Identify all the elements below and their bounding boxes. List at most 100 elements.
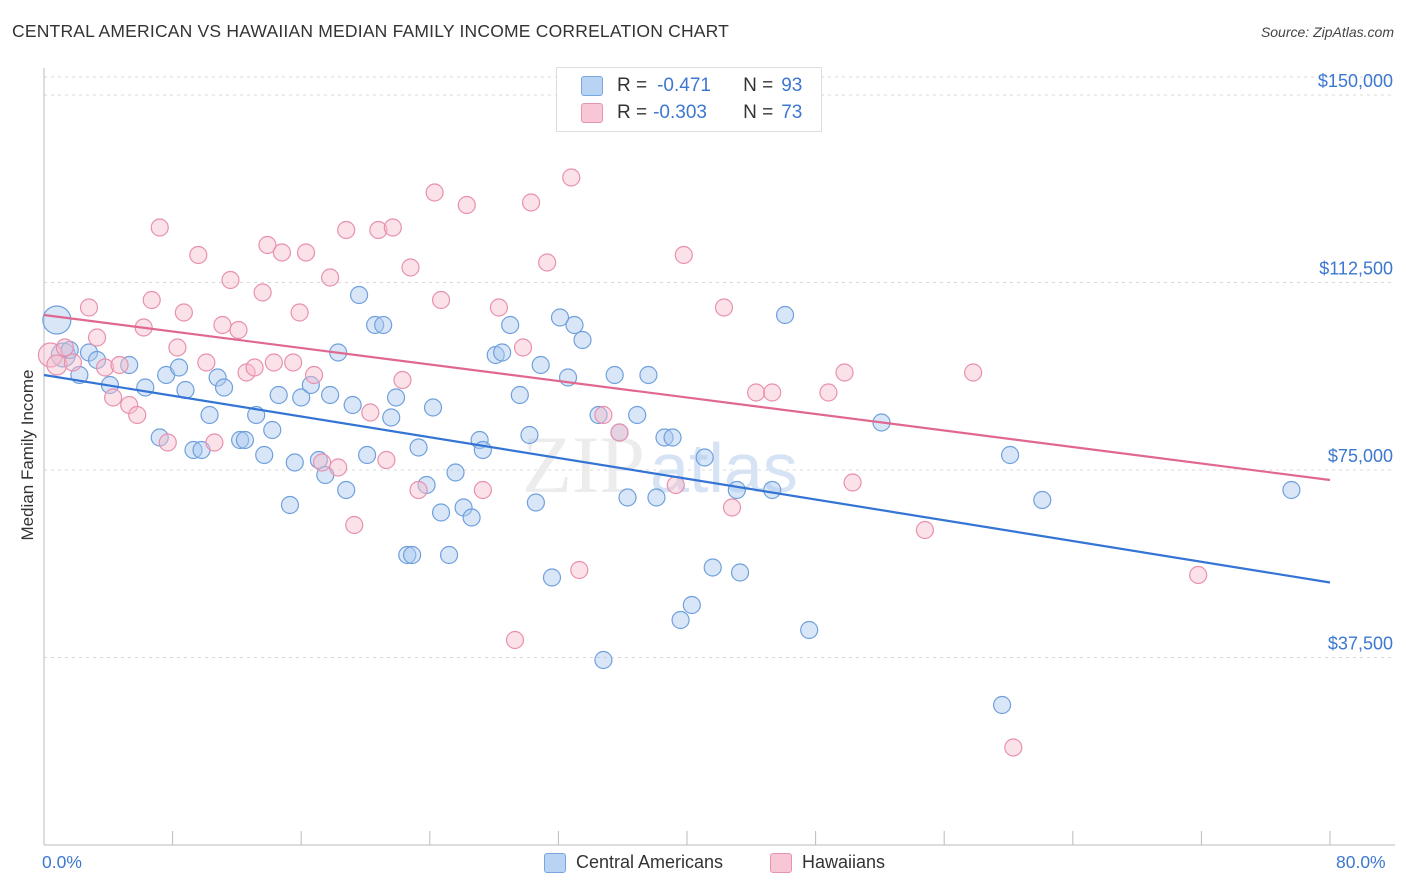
central-americans-point [501, 315, 520, 335]
n-value: 73 [781, 102, 803, 123]
hawaiians-point [258, 235, 277, 255]
hawaiians-point [345, 515, 364, 535]
hawaiians-point [964, 363, 983, 382]
y-tick-label: $150,000 [1318, 71, 1393, 91]
hawaiians-point [46, 354, 68, 376]
hawaiians-point [321, 268, 340, 287]
blue-swatch [581, 76, 603, 96]
hawaiians-point [1004, 738, 1023, 757]
legend-label: Hawaiians [802, 852, 886, 872]
hawaiians-point [337, 220, 356, 240]
central-americans-point [374, 315, 393, 335]
central-americans-point [439, 545, 459, 565]
central-americans-point [462, 508, 481, 527]
central-americans-point [663, 428, 682, 447]
r-value: -0.303 [653, 102, 707, 123]
hawaiians-point [521, 193, 541, 212]
hawaiians-point [674, 245, 693, 265]
hawaiians-point [142, 290, 161, 310]
hawaiians-point [835, 363, 854, 382]
y-tick-label: $112,500 [1319, 259, 1393, 279]
hawaiians-point [489, 298, 509, 317]
y-tick-labels: $37,500 $75,000 $112,500 $150,000 [1318, 71, 1393, 654]
central-americans-point [337, 480, 356, 500]
hawaiians-point [168, 338, 187, 357]
central-americans-point [431, 503, 451, 522]
y-axis-label: Median Family Income [18, 369, 37, 541]
central-americans-point [763, 480, 782, 500]
hawaiians-point [213, 315, 232, 335]
central-americans-point [285, 453, 304, 472]
central-americans-point [343, 395, 362, 415]
central-americans-point [280, 495, 300, 515]
hawaiians-point [197, 353, 216, 372]
stats-legend: R = -0.471 N = 93 R = -0.303 N = 73 [556, 67, 822, 132]
central-americans-point [639, 365, 658, 385]
trendlines [43, 313, 1331, 584]
hawaiians-point [915, 520, 935, 540]
hawaiians-point [425, 183, 444, 202]
central-americans-point [309, 450, 328, 470]
hawaiians-point [401, 258, 420, 277]
blue-swatch [544, 852, 566, 873]
watermark-zip: ZIP [522, 419, 645, 510]
hawaiians-point [253, 283, 272, 302]
central-americans-point [263, 420, 282, 440]
source-credit: Source: ZipAtlas.com [1260, 24, 1394, 40]
central-americans-point [605, 365, 624, 385]
hawaiians-point [431, 290, 451, 310]
central-americans-point [628, 405, 647, 425]
central-americans-point [409, 438, 428, 457]
hawaiians-point [304, 365, 324, 385]
central-americans-point [169, 358, 189, 377]
hawaiians-point [221, 270, 240, 290]
axes [43, 68, 1395, 846]
hawaiians-points [37, 105, 1208, 757]
pink-swatch [770, 852, 792, 873]
central-americans-point [200, 405, 219, 425]
central-americans-point [594, 650, 613, 670]
hawaiians-point [714, 298, 734, 317]
hawaiians-point [361, 403, 380, 422]
central-americans-point [386, 388, 406, 407]
central-americans-point [214, 378, 234, 397]
central-americans-point [292, 388, 311, 407]
hawaiians-point [110, 355, 129, 375]
hawaiians-point [284, 353, 303, 372]
central-americans-point [120, 355, 139, 375]
central-americans-point [446, 463, 465, 482]
central-americans-point [531, 355, 550, 375]
legend-item-hawaiians: Hawaiians [770, 852, 885, 873]
y-tick-label: $75,000 [1328, 446, 1393, 466]
hawaiians-point [409, 480, 428, 500]
central-americans-point [565, 315, 584, 335]
hawaiians-point [538, 253, 557, 272]
hawaiians-point [369, 220, 388, 240]
central-americans-point [493, 343, 512, 362]
central-americans-point [42, 305, 72, 335]
central-americans-point [520, 425, 539, 445]
hawaiians-point [666, 475, 685, 495]
central-americans-point [398, 545, 417, 565]
central-americans-point [542, 568, 562, 587]
x-axis-min-label: 0.0% [42, 852, 82, 872]
central-americans-point [1001, 445, 1020, 465]
gridlines [44, 76, 1395, 658]
r-label: R = [617, 75, 648, 96]
hawaiians-point [79, 298, 99, 317]
hawaiians-point [1189, 565, 1208, 585]
hawaiians-point [513, 338, 533, 357]
hawaiians-point [189, 245, 208, 265]
hawaiians-point [87, 328, 107, 347]
hawaiians-point [128, 405, 147, 425]
series-legend: Central Americans Hawaiians [0, 852, 1406, 878]
pink-swatch [581, 103, 603, 123]
hawaiians-point [747, 383, 766, 402]
hawaiians-point [312, 453, 332, 472]
hawaiians-point [457, 195, 476, 215]
central-americans-point [382, 408, 401, 427]
r-value: -0.471 [657, 75, 711, 96]
central-americans-point [727, 480, 746, 500]
central-americans-point [573, 330, 592, 350]
